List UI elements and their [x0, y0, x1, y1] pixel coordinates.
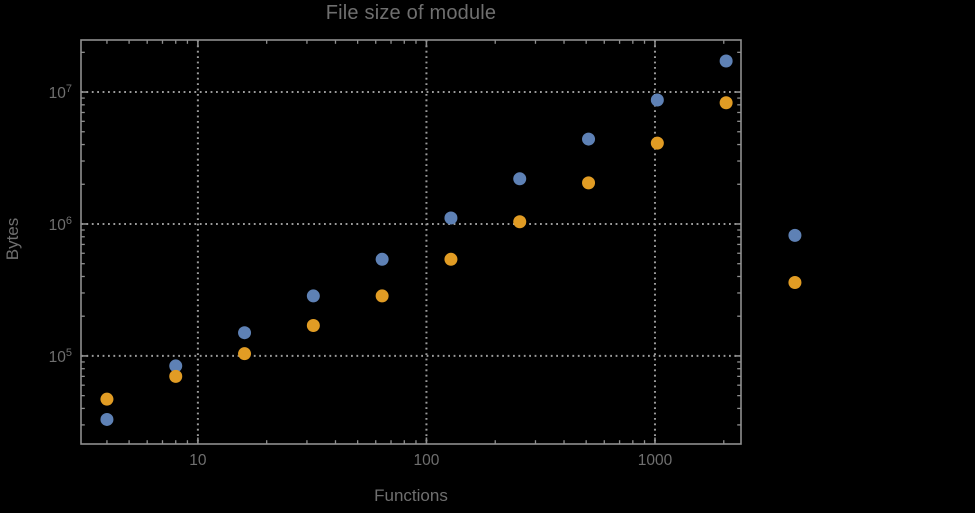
y-tick-label: 105 [48, 346, 72, 367]
x-tick-label: 1000 [637, 452, 673, 469]
x-axis-label: Functions [374, 486, 448, 505]
data-point-orange [582, 176, 596, 190]
data-point-orange [375, 289, 389, 303]
data-point-orange [444, 252, 458, 266]
data-point-blue [719, 54, 733, 68]
data-point-orange [650, 136, 664, 150]
data-point-blue [513, 172, 527, 186]
x-tick-label: 100 [413, 452, 440, 469]
y-tick-label: 107 [48, 83, 72, 103]
plot-frame [80, 39, 742, 445]
data-point-orange [306, 319, 320, 333]
data-point-orange [513, 215, 527, 229]
data-point-orange [788, 276, 802, 290]
data-point-blue [238, 326, 252, 340]
data-point-blue [788, 228, 802, 242]
data-point-blue [306, 289, 320, 303]
data-point-orange [169, 369, 183, 383]
data-point-orange [238, 347, 252, 361]
data-point-blue [582, 132, 596, 146]
data-point-blue [169, 359, 183, 373]
y-tick-label: 106 [48, 214, 72, 235]
data-point-blue [444, 211, 458, 225]
plot-title: File size of module [325, 2, 497, 24]
data-point-blue [375, 252, 389, 266]
data-point-blue [100, 412, 114, 426]
x-tick-label: 10 [189, 452, 207, 469]
data-point-orange [719, 96, 733, 110]
data-point-orange [100, 392, 114, 406]
data-point-blue [650, 93, 664, 107]
